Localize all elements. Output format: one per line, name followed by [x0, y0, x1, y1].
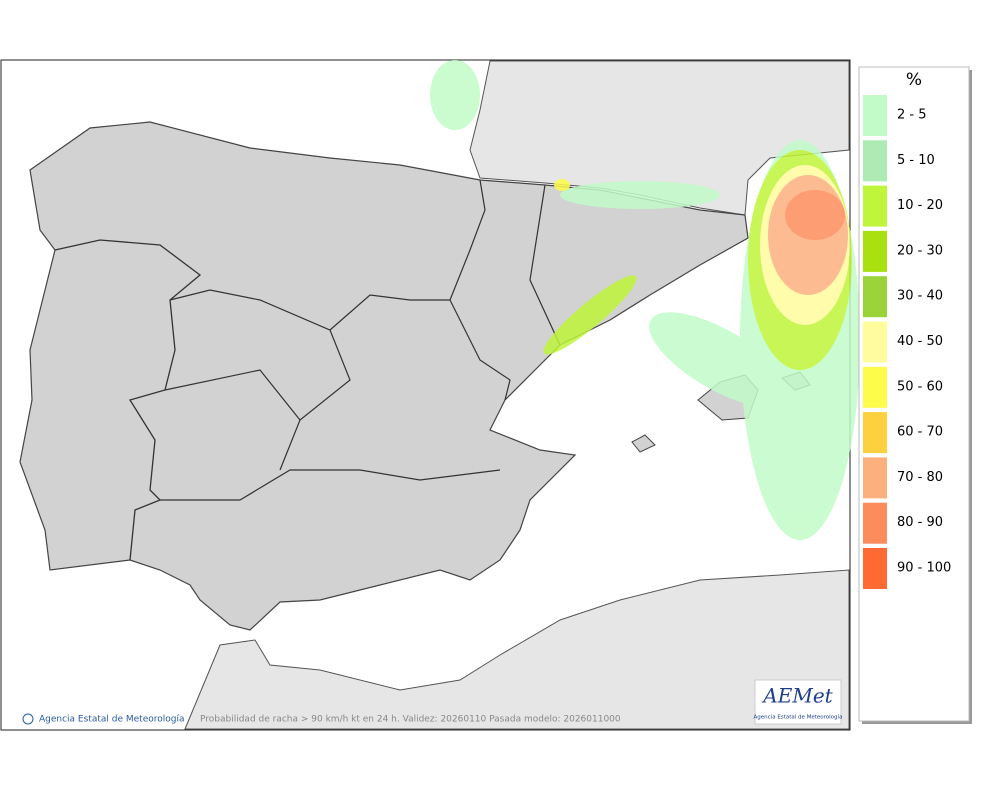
- legend-swatch: [863, 457, 887, 499]
- legend-swatch: [863, 321, 887, 363]
- region-border: [279, 329, 351, 471]
- region-border: [449, 299, 511, 401]
- legend-swatch: [863, 412, 887, 454]
- logo-box: [754, 679, 842, 725]
- legend-label: 80 - 90: [897, 515, 943, 530]
- legend-label: 50 - 60: [897, 379, 943, 394]
- legend-swatch: [863, 276, 887, 318]
- africa: [184, 569, 850, 730]
- map: AEMet Agencia Estatal de Meteorología Ag…: [0, 59, 860, 731]
- region-border: [169, 179, 486, 331]
- legend-label: 5 - 10: [897, 153, 935, 168]
- legend: % 2 - 5 5 - 10 10 - 20 20 - 30 30 - 40 40 - 5…: [858, 66, 972, 724]
- legend-swatch: [863, 230, 887, 272]
- logo-subtitle: Agencia Estatal de Meteorología: [754, 714, 843, 721]
- legend-label: 90 - 100: [897, 561, 951, 576]
- probability-field: [430, 60, 860, 540]
- legend-label: 30 - 40: [897, 289, 943, 304]
- credit: Agencia Estatal de Meteorología: [39, 715, 185, 725]
- legend-label: 40 - 50: [897, 334, 943, 349]
- legend-swatch: [863, 548, 887, 589]
- region-border: [164, 369, 301, 421]
- legend-swatch: [863, 502, 887, 544]
- legend-swatch: [863, 95, 887, 136]
- region-border: [160, 469, 501, 501]
- legend-swatch: [863, 185, 887, 227]
- legend-swatch: [863, 140, 887, 182]
- copyright-icon: [22, 713, 34, 725]
- legend-title: %: [906, 70, 922, 90]
- region-borders: [160, 179, 561, 501]
- caption: Probabilidad de racha > 90 km/h kt en 24…: [200, 715, 621, 725]
- prob-area: [649, 312, 791, 408]
- prob-area: [543, 275, 637, 355]
- prob-area: [430, 60, 480, 130]
- legend-label: 20 - 30: [897, 243, 943, 258]
- ibiza: [631, 434, 656, 453]
- legend-swatch: [863, 366, 887, 408]
- logo-text: AEMet: [761, 684, 833, 708]
- legend-label: 70 - 80: [897, 470, 943, 485]
- prob-area: [554, 179, 570, 191]
- prob-area: [560, 181, 720, 209]
- legend-label: 10 - 20: [897, 198, 943, 213]
- region-border: [529, 184, 561, 346]
- legend-label: 2 - 5: [897, 108, 927, 123]
- prob-area: [785, 190, 845, 240]
- legend-label: 60 - 70: [897, 425, 943, 440]
